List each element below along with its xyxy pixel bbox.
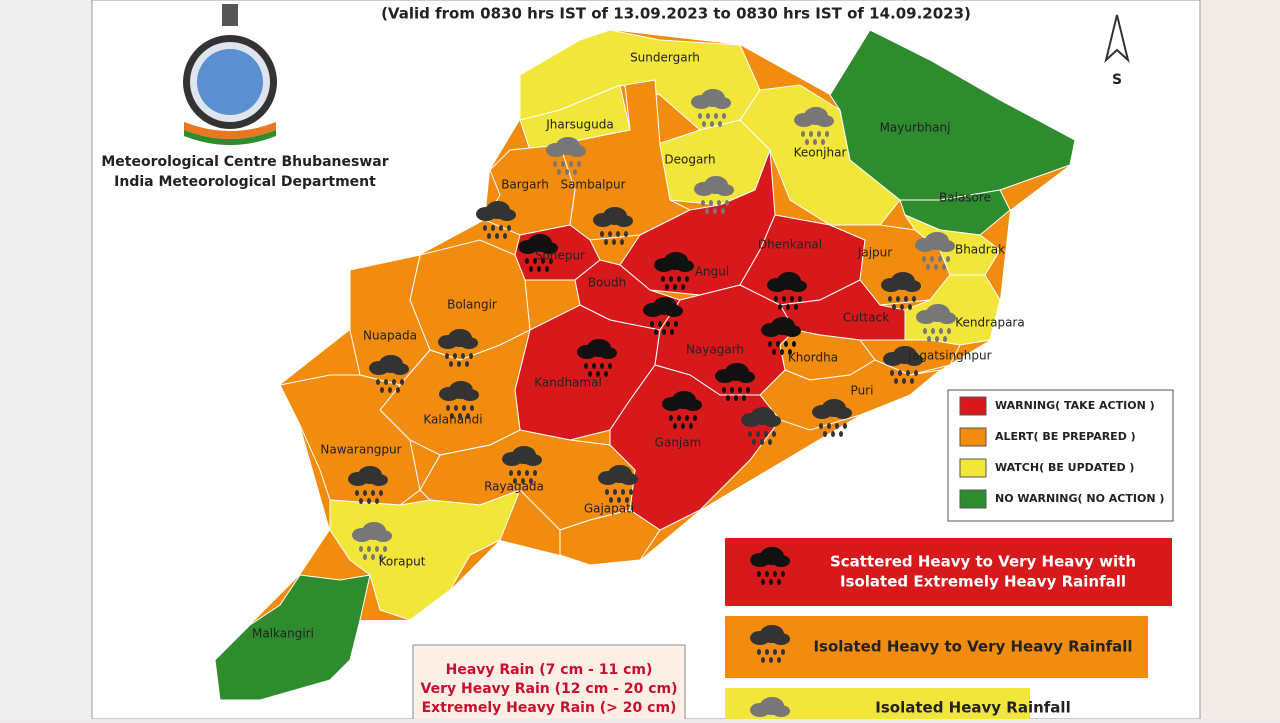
- district: [904, 274, 1001, 346]
- rain-icon: [662, 391, 702, 429]
- legend-label: WATCH( BE UPDATED ): [995, 461, 1134, 474]
- rain-legend-label: Scattered Heavy to Very Heavy with: [830, 553, 1136, 571]
- district-label: Bargarh: [501, 178, 549, 192]
- legend-label: ALERT( BE PREPARED ): [995, 430, 1136, 443]
- rain-amount: Extremely Heavy Rain (> 20 cm): [422, 700, 677, 716]
- rain-icon: [750, 625, 790, 663]
- district-label: Kendrapara: [955, 316, 1024, 330]
- district-label: Keonjhar: [794, 146, 847, 160]
- rain-legend-label: Isolated Heavy to Very Heavy Rainfall: [813, 638, 1132, 656]
- side-bg: [0, 0, 92, 719]
- side-bg: [1200, 0, 1280, 719]
- district-label: Cuttack: [843, 311, 889, 325]
- rain-icon: [439, 381, 479, 419]
- rain-legend-label: Isolated Heavy Rainfall: [875, 699, 1070, 717]
- warning-legend: WARNING( TAKE ACTION ) ALERT( BE PREPARED…: [959, 396, 1164, 509]
- district-label: Koraput: [379, 555, 426, 569]
- rain-icon: [352, 522, 392, 560]
- rain-legend-label: Isolated Extremely Heavy Rainfall: [840, 573, 1126, 591]
- district-label: Sundergarh: [630, 51, 700, 65]
- rain-icon: [767, 272, 807, 310]
- district-label: Ganjam: [655, 436, 702, 450]
- district-label: Bhadrak: [955, 243, 1005, 257]
- rain-icon: [438, 329, 478, 367]
- rain-legend-box: [725, 616, 1148, 678]
- district-label: Balasore: [939, 191, 991, 205]
- rain-icon: [883, 346, 923, 384]
- district-label: Sonepur: [535, 249, 585, 263]
- rain-amount: Very Heavy Rain (12 cm - 20 cm): [421, 681, 678, 697]
- district-label: Gajapati: [584, 502, 634, 516]
- rain-icon: [881, 272, 921, 310]
- north-arrow: [1104, 14, 1130, 63]
- rain-icon: [741, 407, 781, 445]
- district-label: Kalahandi: [423, 413, 482, 427]
- rain-icon: [348, 466, 388, 504]
- district: [214, 574, 371, 701]
- district-label: Nayagarh: [686, 343, 744, 357]
- rain-icon: [916, 304, 956, 342]
- district-labels: Sundergarh Jharsuguda Deogarh Keonjhar Mayur…: [252, 51, 1025, 641]
- rain-icon: [761, 317, 801, 355]
- logo: [183, 4, 277, 145]
- rain-icon: [476, 201, 516, 239]
- district: [279, 374, 421, 506]
- district-label: Malkangiri: [252, 627, 314, 641]
- district-label: Nawarangpur: [320, 443, 401, 457]
- rain-icon: [643, 297, 683, 335]
- district-label: Jajpur: [857, 246, 892, 260]
- legend-label: WARNING( TAKE ACTION ): [995, 399, 1155, 412]
- district-label: Angul: [695, 265, 729, 279]
- district-label: Kandhamal: [534, 376, 602, 390]
- legend-label: NO WARNING( NO ACTION ): [995, 492, 1164, 505]
- district-label: Sambalpur: [560, 178, 625, 192]
- rain-icon: [593, 207, 633, 245]
- rain-icon: [577, 339, 617, 377]
- district: [559, 509, 661, 566]
- rain-icon: [546, 137, 586, 175]
- rain-icon: [369, 355, 409, 393]
- legend-swatch: [959, 489, 987, 509]
- rain-icon: [691, 89, 731, 127]
- org-name: Meteorological Centre Bhubaneswar: [101, 154, 388, 170]
- validity: (Valid from 0830 hrs IST of 13.09.2023 t…: [381, 5, 971, 23]
- rain-icon: [794, 107, 834, 145]
- rain-icon: [654, 252, 694, 290]
- district-label: Nuapada: [363, 329, 417, 343]
- district-label: Khordha: [788, 351, 838, 365]
- district-label: Dhenkanal: [758, 238, 822, 252]
- rain-icon: [518, 234, 558, 272]
- rain-icon: [598, 465, 638, 503]
- district-label: Jharsuguda: [545, 118, 613, 132]
- rain-icon: [694, 176, 734, 214]
- district-label: Puri: [851, 384, 874, 398]
- rain-legend: Scattered Heavy to Very Heavy with Isolat…: [725, 538, 1172, 723]
- rain-icon: [715, 363, 755, 401]
- rain-amounts-box: [412, 644, 686, 723]
- rain-amounts: Heavy Rain (7 cm - 11 cm) Very Heavy Rain…: [421, 662, 678, 716]
- north-label: S: [1112, 72, 1122, 88]
- district-label: Mayurbhanj: [880, 121, 951, 135]
- district: [829, 29, 1076, 201]
- rain-icons: [348, 89, 956, 560]
- district-label: Rayagada: [484, 480, 544, 494]
- rain-icon: [812, 399, 852, 437]
- district-label: Bolangir: [447, 298, 497, 312]
- org-dept: India Meteorological Department: [114, 174, 376, 190]
- legend-swatch: [959, 458, 987, 478]
- legend-swatch: [959, 427, 987, 447]
- rain-icon: [750, 547, 790, 585]
- rain-amount: Heavy Rain (7 cm - 11 cm): [446, 662, 653, 678]
- district-label: Jagatsinghpur: [907, 349, 991, 363]
- legend-swatch: [959, 396, 987, 416]
- rain-legend-box: [725, 538, 1172, 606]
- district-label: Deogarh: [664, 153, 715, 167]
- rain-icon: [915, 232, 955, 270]
- district-label: Boudh: [588, 276, 626, 290]
- rain-icon: [502, 446, 542, 484]
